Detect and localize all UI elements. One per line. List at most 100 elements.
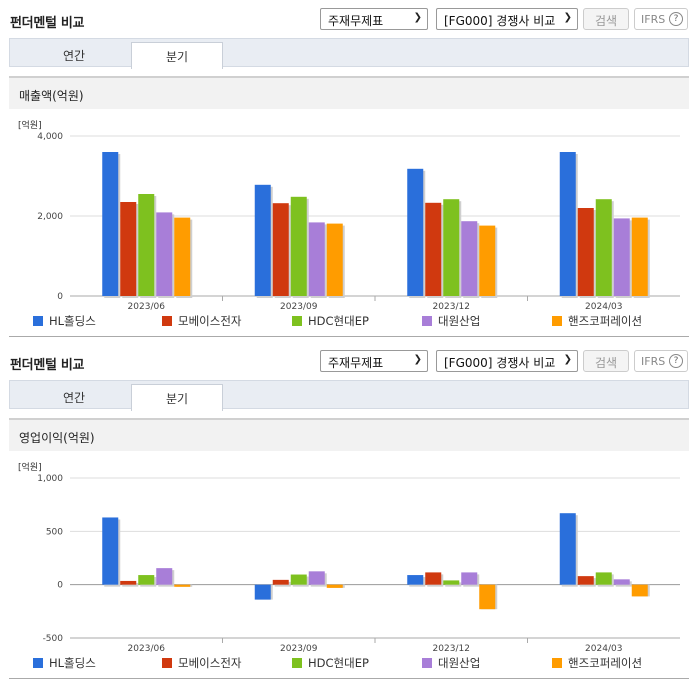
bar-HL홀딩스[interactable] xyxy=(102,517,119,585)
y-unit-label: [억원] xyxy=(18,463,42,473)
legend-item[interactable]: HL홀딩스 xyxy=(33,313,96,329)
bar-모베이스전자[interactable] xyxy=(272,579,289,585)
bar-모베이스전자[interactable] xyxy=(577,208,594,296)
bar-대원산업[interactable] xyxy=(308,222,325,296)
tab-quarterly[interactable]: 분기 xyxy=(131,42,223,69)
ifrs-button[interactable]: IFRS ? xyxy=(634,350,688,372)
bar-대원산업[interactable] xyxy=(461,221,478,296)
legend-swatch xyxy=(162,316,172,326)
tab-annual[interactable]: 연간 xyxy=(62,391,86,405)
legend-label: 대원산업 xyxy=(438,314,481,328)
bar-모베이스전자[interactable] xyxy=(577,576,594,585)
bar-핸즈코퍼레이션[interactable] xyxy=(326,223,343,296)
legend-label: HDC현대EP xyxy=(308,314,369,328)
x-tick-label: 2023/09 xyxy=(280,302,318,312)
revenue-bar-chart: 0 2,000 4,000 2023/06 2023/09 2023/12 2024/03 xyxy=(37,132,680,312)
x-tick-label: 2023/09 xyxy=(280,644,318,654)
help-icon[interactable]: ? xyxy=(669,354,683,368)
tab-quarterly[interactable]: 분기 xyxy=(131,384,223,411)
tab-annual[interactable]: 연간 xyxy=(62,49,86,63)
bar-모베이스전자[interactable] xyxy=(120,580,137,585)
bar-대원산업[interactable] xyxy=(613,218,630,296)
bar-핸즈코퍼레이션[interactable] xyxy=(631,584,648,597)
bar-HL홀딩스[interactable] xyxy=(559,513,576,585)
y-tick-label: -500 xyxy=(43,634,64,644)
legend-item[interactable]: HL홀딩스 xyxy=(33,655,96,671)
bar-대원산업[interactable] xyxy=(308,571,325,585)
bar-대원산업[interactable] xyxy=(461,572,478,585)
bar-대원산업[interactable] xyxy=(156,568,173,585)
x-tick-label: 2023/06 xyxy=(128,302,166,312)
bar-HDC현대EP[interactable] xyxy=(138,194,155,296)
legend-swatch xyxy=(552,316,562,326)
compare-group-select[interactable]: [FG000] 경쟁사 비교 ❯ xyxy=(436,350,578,372)
bar-모베이스전자[interactable] xyxy=(425,572,442,585)
fundamental-section-revenue: 펀더멘털 비교 주재무제표 ❯ [FG000] 경쟁사 비교 ❯ 검색 IFRS… xyxy=(0,0,696,337)
x-tick-label: 2023/12 xyxy=(433,302,470,312)
legend-swatch xyxy=(33,316,43,326)
bar-HL홀딩스[interactable] xyxy=(407,168,424,296)
bar-HDC현대EP[interactable] xyxy=(595,572,612,585)
bar-HDC현대EP[interactable] xyxy=(443,199,460,296)
y-tick-label: 0 xyxy=(57,581,63,591)
bar-핸즈코퍼레이션[interactable] xyxy=(326,584,343,588)
x-tick-label: 2023/12 xyxy=(433,644,470,654)
bar-HL홀딩스[interactable] xyxy=(254,184,271,296)
bar-모베이스전자[interactable] xyxy=(120,202,137,296)
legend-item[interactable]: 핸즈코퍼레이션 xyxy=(552,655,642,671)
legend-item[interactable]: 대원산업 xyxy=(422,655,480,671)
legend-item[interactable]: 핸즈코퍼레이션 xyxy=(552,313,642,329)
legend-item[interactable]: 대원산업 xyxy=(422,313,480,329)
y-tick-label: 1,000 xyxy=(37,474,63,484)
chevron-down-icon: ❯ xyxy=(563,12,572,23)
period-tabs: 연간 분기 xyxy=(9,38,689,69)
legend-item[interactable]: HDC현대EP xyxy=(292,313,369,329)
metric-label: 매출액(억원) xyxy=(19,89,84,103)
legend-swatch xyxy=(422,316,432,326)
legend-swatch xyxy=(33,658,43,668)
bar-HDC현대EP[interactable] xyxy=(138,575,155,585)
legend-swatch xyxy=(422,658,432,668)
bar-HDC현대EP[interactable] xyxy=(443,580,460,585)
x-tick-label: 2024/03 xyxy=(585,302,622,312)
compare-group-select[interactable]: [FG000] 경쟁사 비교 ❯ xyxy=(436,8,578,30)
legend-item[interactable]: 모베이스전자 xyxy=(162,655,241,671)
bar-HL홀딩스[interactable] xyxy=(559,152,576,296)
bar-핸즈코퍼레이션[interactable] xyxy=(479,225,496,296)
bar-HL홀딩스[interactable] xyxy=(407,575,424,585)
bar-핸즈코퍼레이션[interactable] xyxy=(174,217,191,296)
legend-swatch xyxy=(292,316,302,326)
bar-대원산업[interactable] xyxy=(613,579,630,585)
chart-legend: HL홀딩스 모베이스전자 HDC현대EP 대원산업 핸즈코퍼레이션 xyxy=(0,655,696,671)
bar-핸즈코퍼레이션[interactable] xyxy=(631,217,648,296)
ifrs-button[interactable]: IFRS ? xyxy=(634,8,688,30)
search-button[interactable]: 검색 xyxy=(583,8,629,30)
statement-type-select[interactable]: 주재무제표 ❯ xyxy=(320,8,428,30)
x-tick-label: 2024/03 xyxy=(585,644,622,654)
chart-legend: HL홀딩스 모베이스전자 HDC현대EP 대원산업 핸즈코퍼레이션 xyxy=(0,313,696,329)
legend-swatch xyxy=(292,658,302,668)
section-header: 펀더멘털 비교 주재무제표 ❯ [FG000] 경쟁사 비교 ❯ 검색 IFRS… xyxy=(0,0,696,36)
metric-label: 영업이익(억원) xyxy=(19,431,95,445)
metric-header: 매출액(억원) xyxy=(9,76,689,109)
search-button[interactable]: 검색 xyxy=(583,350,629,372)
bar-모베이스전자[interactable] xyxy=(425,202,442,296)
legend-item[interactable]: HDC현대EP xyxy=(292,655,369,671)
bar-핸즈코퍼레이션[interactable] xyxy=(479,584,496,610)
statement-type-select[interactable]: 주재무제표 ❯ xyxy=(320,350,428,372)
legend-label: 핸즈코퍼레이션 xyxy=(568,314,643,328)
bar-HL홀딩스[interactable] xyxy=(102,152,119,296)
legend-label: HDC현대EP xyxy=(308,656,369,670)
bar-HDC현대EP[interactable] xyxy=(290,196,307,296)
bar-대원산업[interactable] xyxy=(156,212,173,296)
bar-shadow xyxy=(122,582,139,587)
bar-모베이스전자[interactable] xyxy=(272,203,289,296)
bar-HDC현대EP[interactable] xyxy=(290,574,307,585)
bar-HDC현대EP[interactable] xyxy=(595,199,612,296)
period-tabs: 연간 분기 xyxy=(9,380,689,411)
legend-swatch xyxy=(552,658,562,668)
legend-item[interactable]: 모베이스전자 xyxy=(162,313,241,329)
bar-핸즈코퍼레이션[interactable] xyxy=(174,584,191,587)
bar-HL홀딩스[interactable] xyxy=(254,584,271,600)
help-icon[interactable]: ? xyxy=(669,12,683,26)
